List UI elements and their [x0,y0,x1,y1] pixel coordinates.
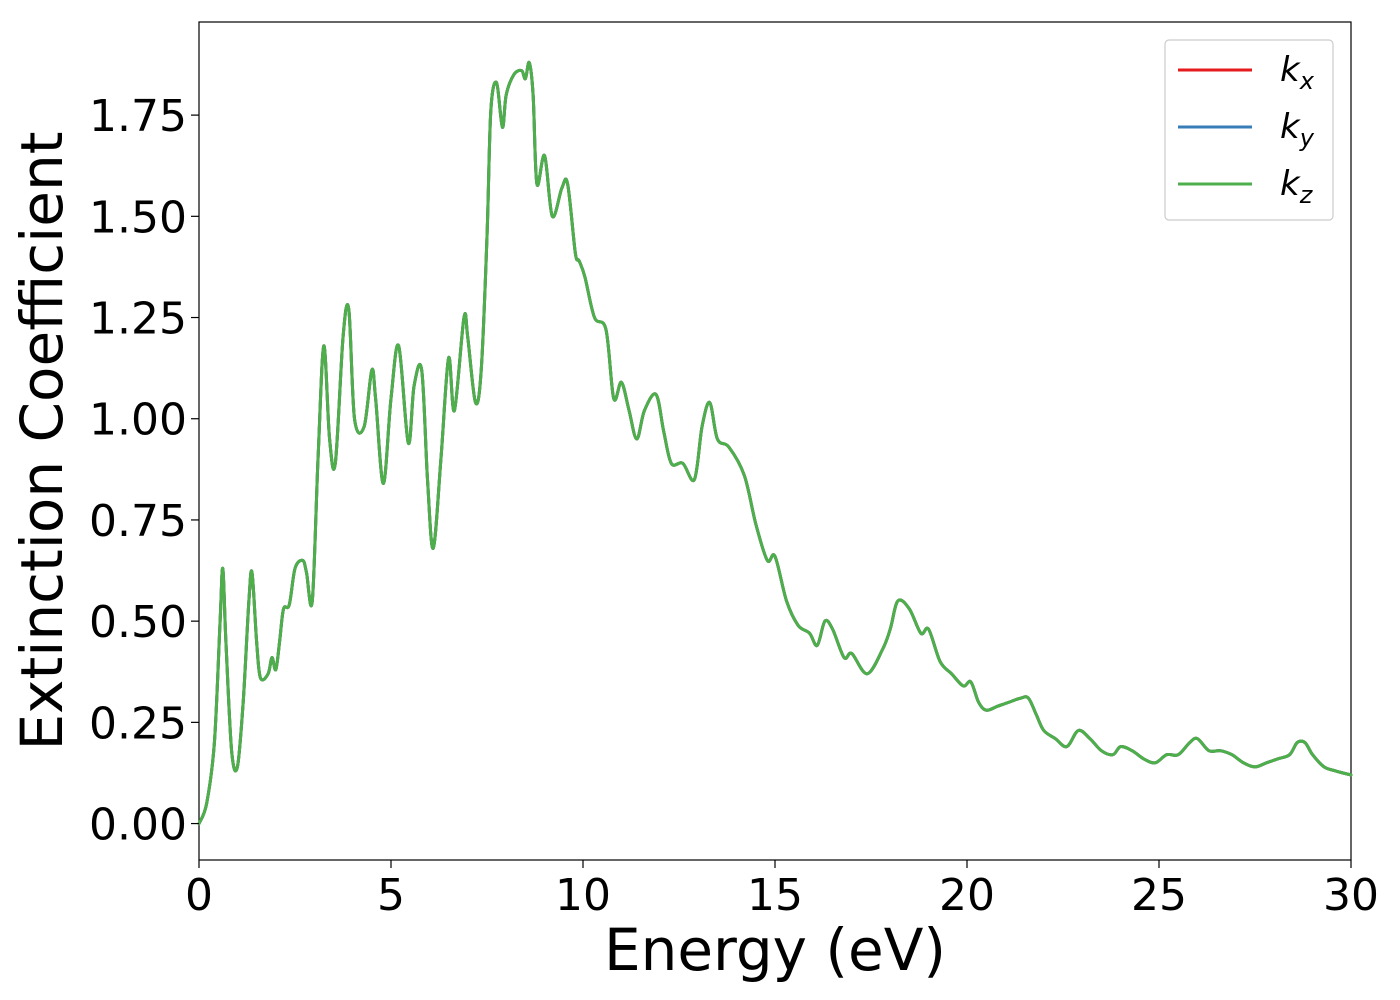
y-tick-label: 0.50 [89,597,187,648]
y-tick-label: 1.00 [89,395,187,446]
y-tick-label: 0.25 [89,698,187,749]
legend-label-k-y: ky [1280,107,1315,152]
plot-area [197,21,1353,861]
legend-items: kx ky kz [1178,50,1315,209]
y-tick-label: 1.50 [89,192,187,243]
x-tick-label: 0 [185,870,213,921]
series-line-k-z [197,60,1353,826]
y-tick-label: 0.75 [89,496,187,547]
y-axis-ticks: 0.00 0.25 0.50 0.75 1.00 1.25 1.50 1.75 [89,91,199,851]
x-tick-label: 30 [1323,870,1379,921]
x-axis-ticks: 0 5 10 15 20 25 30 [185,860,1379,921]
legend-label-k-z: kz [1280,164,1314,209]
x-axis-title: Energy (eV) [604,916,946,984]
legend-label-k-x: kx [1280,50,1315,95]
legend: kx ky kz [1164,39,1334,221]
y-tick-label: 1.25 [89,294,187,345]
x-tick-label: 5 [377,870,405,921]
x-tick-label: 25 [1131,870,1187,921]
plot-frame [198,21,1352,861]
y-tick-label: 1.75 [89,91,187,142]
x-tick-label: 15 [747,870,803,921]
y-axis-title: Extinction Coefficient [8,132,76,751]
x-tick-label: 20 [939,870,995,921]
y-tick-label: 0.00 [89,800,187,851]
series-layer [197,60,1353,826]
legend-box [1164,39,1334,221]
x-tick-label: 10 [555,870,611,921]
